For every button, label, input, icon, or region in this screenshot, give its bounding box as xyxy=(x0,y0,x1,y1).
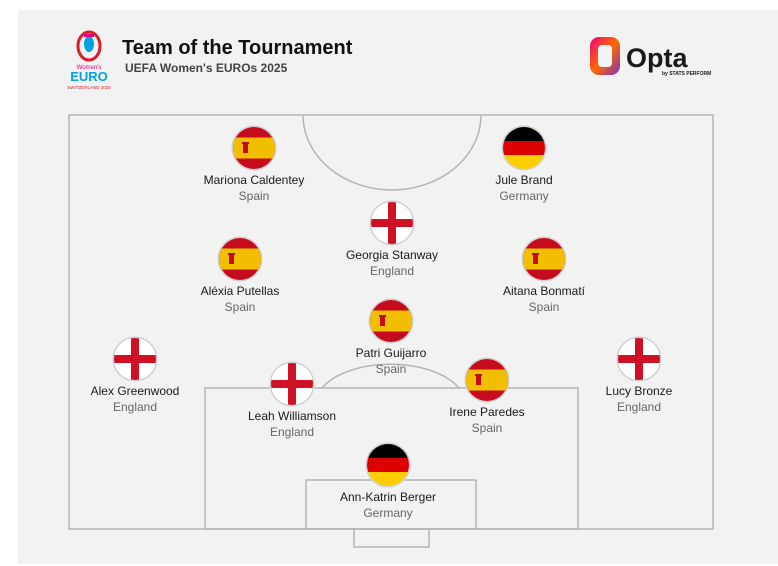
player-card: Patri Guijarro Spain xyxy=(301,300,481,376)
spain-flag-icon xyxy=(219,238,261,280)
logo-euro-text: EURO xyxy=(70,69,108,84)
germany-flag-icon xyxy=(367,444,409,486)
page-title: Team of the Tournament xyxy=(122,37,353,59)
player-name: Alex Greenwood xyxy=(90,384,180,398)
player-card: Irene Paredes Spain xyxy=(397,359,577,435)
player-card: Lucy Bronze England xyxy=(549,338,729,414)
player-country: Spain xyxy=(471,421,503,435)
player-card: Leah Williamson England xyxy=(202,363,382,439)
logo-host-text: SWITZERLAND 2025 xyxy=(67,85,111,90)
player-name: Irene Paredes xyxy=(449,405,525,419)
player-country: England xyxy=(269,425,315,439)
player-card: Alex Greenwood England xyxy=(45,338,225,414)
player-country: Spain xyxy=(238,189,270,203)
player-country: Germany xyxy=(363,506,413,520)
player-name: Leah Williamson xyxy=(247,409,337,423)
england-flag-icon xyxy=(271,363,313,405)
opta-name: Opta xyxy=(626,43,688,73)
center-circle xyxy=(302,114,482,191)
player-card: Georgia Stanway England xyxy=(302,202,482,278)
player-name: Aléxia Putellas xyxy=(200,284,280,298)
germany-flag-icon xyxy=(503,127,545,169)
opta-logo: Opta by STATS PERFORM xyxy=(590,37,711,77)
player-country: Spain xyxy=(375,362,407,376)
england-flag-icon xyxy=(371,202,413,244)
penalty-arc xyxy=(321,363,460,389)
player-country: Spain xyxy=(528,300,560,314)
player-name: Jule Brand xyxy=(495,173,553,187)
player-card: Ann-Katrin Berger Germany xyxy=(298,444,478,520)
goal xyxy=(353,528,430,548)
player-name: Georgia Stanway xyxy=(345,248,439,262)
player-name: Mariona Caldentey xyxy=(203,173,305,187)
player-country: England xyxy=(112,400,158,414)
spain-flag-icon xyxy=(466,359,508,401)
player-name: Ann-Katrin Berger xyxy=(339,490,437,504)
uefa-womens-euro-logo: Women's EURO SWITZERLAND 2025 xyxy=(67,30,111,90)
player-name: Aitana Bonmatí xyxy=(502,284,586,298)
player-country: England xyxy=(616,400,662,414)
player-name: Patri Guijarro xyxy=(355,346,427,360)
player-country: Spain xyxy=(224,300,256,314)
player-card: Jule Brand Germany xyxy=(434,127,614,203)
player-card: Mariona Caldentey Spain xyxy=(164,127,344,203)
player-country: Germany xyxy=(499,189,549,203)
england-flag-icon xyxy=(618,338,660,380)
spain-flag-icon xyxy=(370,300,412,342)
england-flag-icon xyxy=(114,338,156,380)
player-card: Aitana Bonmatí Spain xyxy=(454,238,634,314)
spain-flag-icon xyxy=(523,238,565,280)
player-country: England xyxy=(369,264,415,278)
spain-flag-icon xyxy=(233,127,275,169)
player-card: Aléxia Putellas Spain xyxy=(150,238,330,314)
player-name: Lucy Bronze xyxy=(605,384,673,398)
opta-tagline: by STATS PERFORM xyxy=(662,71,711,77)
logo-womens-text: Women's xyxy=(77,65,102,71)
page-subtitle: UEFA Women's EUROs 2025 xyxy=(125,61,288,75)
